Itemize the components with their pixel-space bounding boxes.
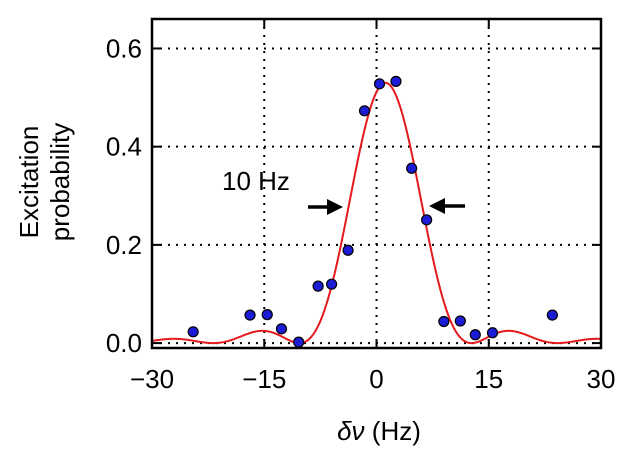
y-axis-label: Excitation probability <box>14 123 75 242</box>
y-axis-label-line1: Excitation <box>14 126 44 239</box>
x-tick-label: 30 <box>587 364 616 394</box>
data-point <box>358 105 371 117</box>
x-tick-label: 0 <box>369 364 383 394</box>
y-axis-label-line2: probability <box>45 123 75 242</box>
y-tick-label: 0.4 <box>106 132 142 162</box>
data-point <box>187 326 199 338</box>
ticks-layer: −30 −15 0 15 30 0.0 0.2 0.4 0.6 <box>106 19 616 394</box>
data-point <box>326 278 338 290</box>
data-points-layer <box>187 75 558 348</box>
data-point <box>390 75 402 87</box>
data-point <box>293 336 305 348</box>
y-tick-label: 0.6 <box>106 33 142 63</box>
data-point <box>486 327 499 339</box>
data-point <box>438 315 450 328</box>
arrow-left-icon <box>308 199 343 215</box>
data-point <box>454 315 466 327</box>
data-point <box>312 280 324 292</box>
data-point <box>342 244 354 256</box>
x-axis-unit: (Hz) <box>372 416 421 446</box>
data-point <box>421 214 433 226</box>
x-axis-label: δν (Hz) <box>337 416 421 446</box>
arrow-right-icon <box>429 198 465 214</box>
data-point <box>546 309 558 321</box>
data-point <box>244 309 256 321</box>
x-tick-label: −30 <box>130 364 174 394</box>
grid-layer <box>152 19 601 348</box>
x-tick-label: 15 <box>474 364 503 394</box>
annotation-label: 10 Hz <box>222 166 290 196</box>
y-tick-label: 0.2 <box>106 230 142 260</box>
y-tick-label: 0.0 <box>106 328 142 358</box>
data-point <box>373 78 386 90</box>
x-axis-symbol: δν <box>337 416 364 446</box>
data-point <box>406 162 418 174</box>
data-point <box>261 309 273 321</box>
data-point <box>275 323 288 335</box>
fit-curve <box>151 81 602 345</box>
x-tick-label: −15 <box>242 364 286 394</box>
fit-curve-layer <box>151 81 602 345</box>
data-point <box>469 329 481 341</box>
